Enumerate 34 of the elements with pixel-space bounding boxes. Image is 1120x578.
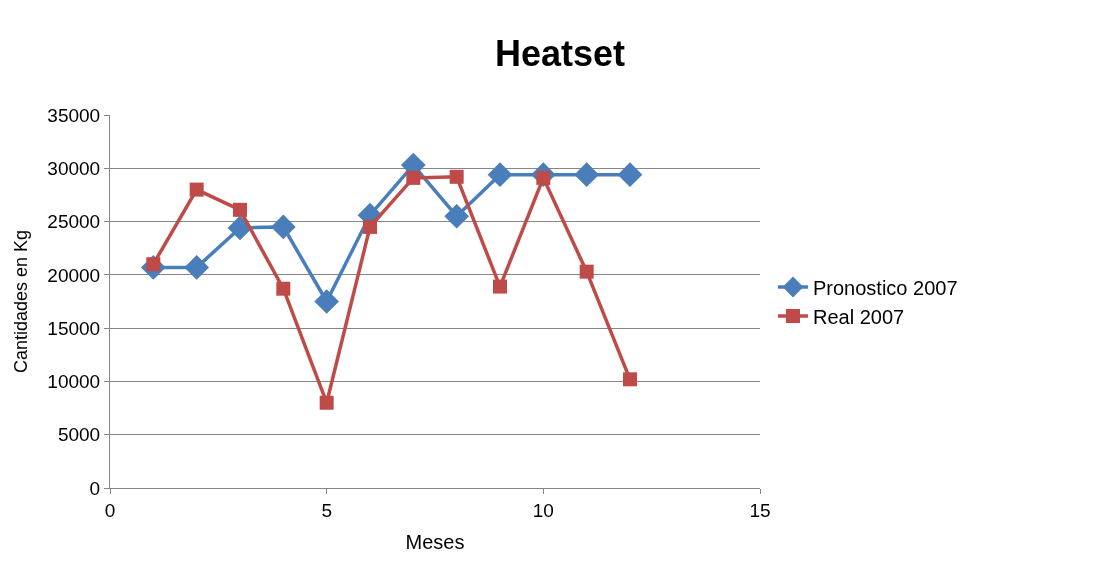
point [623,372,637,387]
point [314,289,340,314]
y-tick-label: 5000 [57,424,101,446]
y-axis-title: Cantidades en Kg [10,229,31,374]
legend-label: Real 2007 [813,305,905,328]
point [184,255,210,280]
legend-label: Pronostico 2007 [813,276,958,299]
y-tick-label: 30000 [47,157,101,179]
x-tick-label: 5 [321,499,332,521]
point [270,214,296,240]
point [406,170,421,185]
y-tick-label: 10000 [47,371,101,393]
point [579,264,594,279]
y-tick-label: 25000 [47,211,101,233]
point [319,395,334,410]
point [276,281,291,296]
point [363,219,377,234]
y-tick-label: 35000 [47,104,101,126]
x-tick-label: 10 [532,499,554,521]
x-tick-label: 0 [104,499,116,521]
point [493,279,507,294]
x-tick-label: 15 [749,499,771,521]
point [189,182,204,197]
point [617,162,643,188]
y-tick-label: 0 [89,477,101,499]
point [574,162,600,188]
point [449,169,464,184]
point [444,203,470,229]
y-tick-label: 15000 [47,317,101,339]
point [233,202,247,217]
chart-title: Heatset [494,32,626,74]
y-tick-label: 20000 [47,264,101,286]
point [487,162,513,188]
x-axis-title: Meses [405,531,465,554]
